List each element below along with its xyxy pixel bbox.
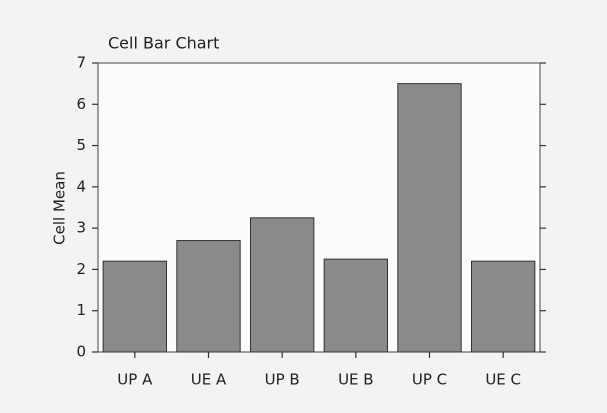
bar [470,260,536,353]
plot-area [97,62,541,353]
x-tick-label: UP C [412,371,447,389]
bar [323,258,389,353]
y-axis-label: Cell Mean [51,171,69,245]
y-tick-label: 7 [76,54,86,72]
bar [249,217,315,353]
bar [176,240,241,353]
y-tick-label: 5 [76,136,86,154]
x-tick-label: UE B [338,371,374,389]
x-tick-label: UE A [191,371,227,389]
chart-title: Cell Bar Chart [108,34,219,53]
y-tick-label: 6 [76,95,86,113]
bar [102,260,168,353]
bar [397,83,462,353]
y-tick-label: 1 [76,301,86,319]
y-tick-label: 0 [76,343,86,361]
x-tick-label: UP A [117,371,153,389]
y-tick-label: 4 [76,177,86,195]
y-tick-label: 3 [76,219,86,237]
x-tick-label: UP B [265,371,300,389]
y-tick-label: 2 [76,260,86,278]
x-tick-label: UE C [485,371,521,389]
